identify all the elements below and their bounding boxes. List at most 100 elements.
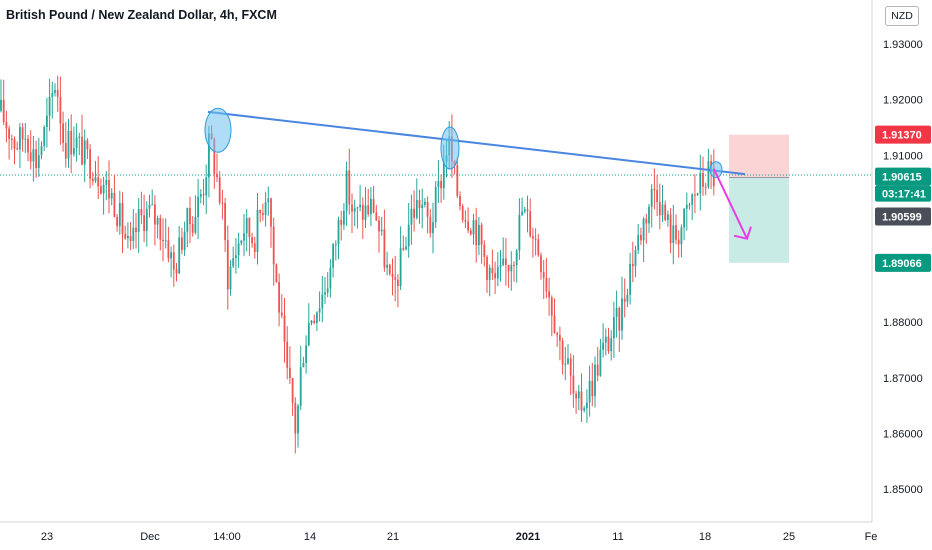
time-tick-label: 23 [41,531,53,543]
current-price-tag-label: 1.90615 [882,172,922,184]
candlesticks [0,75,715,454]
candle-body [407,224,410,247]
time-tick-label: Fe [865,531,878,543]
candle-body [424,201,426,205]
touch-point-highlight [204,107,232,153]
candle-body [610,338,613,352]
candle-body [264,202,267,216]
candle-body [221,202,224,204]
candle-body [383,229,386,268]
candle-body [181,237,183,250]
candle-body [691,194,694,205]
candle-body [432,222,434,234]
candle-body [685,204,688,209]
candle-body [329,267,332,289]
candle-body [175,269,178,274]
candle-body [64,142,67,159]
candle-body [437,180,440,188]
candle-body [378,220,380,232]
candle-body [278,281,280,313]
candle-body [167,240,170,259]
candle-body [604,336,607,343]
candle-body [559,335,561,341]
candle-body [631,263,634,267]
candle-body [113,192,116,217]
candle-body [478,224,480,246]
candle-body [499,265,502,268]
candle-body [116,216,118,227]
candle-body [35,149,37,168]
price-tick-label: 1.87000 [883,373,923,385]
candle-body [688,204,691,206]
candle-body [637,234,640,251]
candle-body [591,380,594,397]
candle-body [253,243,256,253]
candle-body [356,207,359,209]
candle-body [567,358,569,364]
candle-body [367,205,370,215]
candle-body [83,140,86,165]
candle-body [629,263,631,295]
candle-body [397,279,399,287]
candle-body [399,248,402,287]
candle-body [677,239,680,245]
candle-body [13,138,16,149]
candle-body [324,292,326,295]
candle-body [364,205,367,220]
candle-body [259,209,262,214]
candle-body [561,340,564,365]
candle-body [613,317,615,339]
candle-body [5,121,8,129]
candle-body [577,391,580,399]
candle-body [386,264,388,268]
touch-point-highlight [709,161,723,179]
candle-body [19,127,21,150]
price-tick-label: 1.92000 [883,95,923,107]
candle-body [67,130,70,159]
candle-body [10,138,13,140]
candle-body [289,367,291,379]
candle-body [162,239,164,241]
candle-body [375,212,378,221]
candle-body [0,99,2,111]
candle-body [704,186,707,188]
resistance-trendline [207,110,746,176]
candle-body [29,152,32,162]
candle-body [194,217,197,233]
candle-body [178,237,181,274]
candle-body [262,213,264,216]
candle-body [37,155,40,168]
candle-body [332,244,334,268]
candle-body [372,198,375,213]
candle-body [642,218,645,241]
candle-body [348,170,351,205]
candle-body [291,378,294,403]
chart-title: British Pound / New Zealand Dollar, 4h, … [6,8,277,22]
candle-body [410,208,413,225]
candle-body [313,320,316,324]
currency-button[interactable]: NZD [885,6,919,26]
candle-body [707,161,710,187]
candle-body [243,233,245,241]
candle-body [132,227,135,241]
candle-body [488,267,491,280]
candle-body [280,312,283,316]
candle-body [532,236,534,239]
candle-body [343,210,345,225]
candle-body [208,133,210,178]
price-tick-label: 1.86000 [883,428,923,440]
time-tick-label: 18 [699,531,711,543]
candle-body [43,127,46,147]
candle-body [27,138,29,153]
candle-body [391,273,394,278]
candle-body [594,364,596,397]
candle-body [283,315,286,342]
candle-body [224,202,226,241]
candle-body [602,342,604,350]
candle-body [156,217,159,225]
entry-price-tag-label: 1.90599 [882,212,922,224]
price-axis: 1.93000 1.92000 1.91000 1.88000 1.87000 1.860… [883,39,923,496]
risk-zone [729,134,789,178]
candle-body [694,194,696,196]
